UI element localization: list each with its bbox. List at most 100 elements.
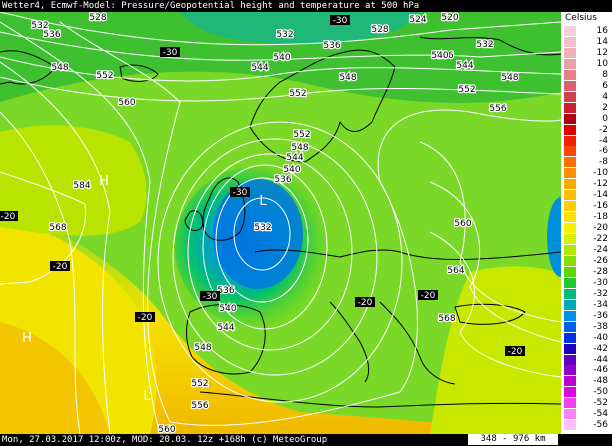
legend-swatch <box>564 234 576 245</box>
temperature-value: -20 <box>508 347 523 357</box>
pressure-centers: L H H L <box>22 174 267 404</box>
temperature-label: -30 <box>230 187 250 198</box>
legend-swatch <box>564 365 576 376</box>
geopotential-label: 552 <box>191 379 208 389</box>
low-pressure-symbol: L <box>259 194 267 209</box>
legend-item: -26 <box>562 255 612 266</box>
legend-swatch <box>564 168 576 179</box>
geopotential-label: 548 <box>501 73 518 83</box>
legend-item: -24 <box>562 245 612 255</box>
legend-label: -34 <box>593 299 608 310</box>
chart-footer: Mon, 27.03.2017 12:00z, MOD: 20.03. 12z … <box>2 435 328 445</box>
legend-label: -38 <box>593 321 608 332</box>
geopotential-label: 548 <box>194 343 211 353</box>
legend-label: -20 <box>593 223 608 234</box>
geopotential-labels: 5285325365485525605845685325365405445485… <box>30 12 520 434</box>
legend-label: -28 <box>593 266 608 277</box>
legend-swatch <box>564 80 576 91</box>
legend-item: 14 <box>562 36 612 47</box>
legend-item: 4 <box>562 91 612 102</box>
coastline-greenland <box>0 50 56 85</box>
weather-map: 5285325365485525605845685325365405445485… <box>0 12 561 434</box>
legend-item: -54 <box>562 409 612 420</box>
geopotential-isolines <box>0 12 561 434</box>
geopotential-label: 560 <box>118 98 135 108</box>
isoline-east-564 <box>429 181 561 343</box>
legend-swatch <box>564 124 576 135</box>
legend-label: -16 <box>593 201 608 212</box>
temperature-legend: Celsius 16 14 12 10 8 6 4 2 0 -2 -4 -6 -8 -10 -12 -14 -1… <box>561 12 612 434</box>
legend-item: 0 <box>562 113 612 124</box>
legend-swatch <box>564 321 576 332</box>
legend-label: -44 <box>593 354 608 365</box>
legend-swatch <box>564 212 576 223</box>
geopotential-label: 556 <box>191 401 208 411</box>
legend-label: -24 <box>593 245 608 255</box>
legend-swatch <box>564 277 576 288</box>
temperature-value: -20 <box>358 298 373 308</box>
legend-label: -48 <box>593 376 608 387</box>
temperature-value: -20 <box>53 262 68 272</box>
geopotential-label: 540 <box>219 304 236 314</box>
geopotential-label: 540 <box>431 51 448 61</box>
legend-label: -42 <box>593 343 608 354</box>
geopotential-label: 532 <box>31 21 48 31</box>
legend-label: 0 <box>602 113 608 124</box>
coastline-arctic <box>419 36 561 56</box>
legend-item: -2 <box>562 124 612 135</box>
geopotential-label: 568 <box>49 223 66 233</box>
legend-swatch <box>564 398 576 409</box>
temperature-label: -30 <box>330 15 350 26</box>
legend-label: -10 <box>593 168 608 179</box>
legend-swatch <box>564 266 576 277</box>
legend-label: 10 <box>596 58 608 69</box>
legend-swatch <box>564 420 576 431</box>
temperature-value: -30 <box>203 292 218 302</box>
legend-item: -6 <box>562 146 612 157</box>
legend-swatch <box>564 146 576 157</box>
legend-item: -32 <box>562 288 612 299</box>
geopotential-label: 536 <box>43 30 60 40</box>
legend-item: -8 <box>562 157 612 168</box>
legend-item: -4 <box>562 135 612 146</box>
geopotential-label: 536 <box>436 51 453 61</box>
temperature-labels: -30 -30 -20 -20 -30 -30 -20 -20 -20 -20 <box>0 15 525 357</box>
legend-label: 14 <box>596 36 608 47</box>
geopotential-label: 560 <box>158 425 175 434</box>
legend-label: -32 <box>593 288 608 299</box>
legend-swatch <box>564 179 576 190</box>
geopotential-label: 528 <box>89 13 106 23</box>
coastline-iceland <box>119 64 159 82</box>
legend-swatch <box>564 343 576 354</box>
geopotential-label: 536 <box>217 286 234 296</box>
legend-swatch <box>564 58 576 69</box>
chart-title: Wetter4, Ecmwf-Model: Pressure/Geopotent… <box>2 1 420 11</box>
legend-swatch <box>564 354 576 365</box>
geopotential-label: 584 <box>73 181 90 191</box>
legend-item: -20 <box>562 223 612 234</box>
geopotential-label: 532 <box>476 40 493 50</box>
legend-label: -26 <box>593 255 608 266</box>
scale-label: 348 - 976 km <box>468 434 558 445</box>
temperature-label: -30 <box>160 47 180 58</box>
legend-label: 4 <box>602 91 608 102</box>
legend-item: -12 <box>562 179 612 190</box>
legend-label: 6 <box>602 80 608 91</box>
geopotential-label: 520 <box>441 13 458 23</box>
coastline-balkans <box>379 301 456 385</box>
legend-label: -12 <box>593 179 608 190</box>
geopotential-label: 552 <box>458 85 475 95</box>
legend-item: -52 <box>562 398 612 409</box>
north-green-band <box>0 12 561 103</box>
legend-label: -4 <box>599 135 608 146</box>
legend-swatch <box>564 26 576 36</box>
legend-label: -8 <box>599 157 608 168</box>
temperature-label: -20 <box>50 261 70 272</box>
orange-southwest <box>0 322 110 434</box>
temperature-value: -20 <box>138 313 153 323</box>
geopotential-label: 544 <box>251 63 268 73</box>
geopotential-label: 548 <box>339 73 356 83</box>
temperature-value: -30 <box>163 48 178 58</box>
coastline-northafrica <box>199 391 561 408</box>
east-yellow-band <box>430 266 561 434</box>
